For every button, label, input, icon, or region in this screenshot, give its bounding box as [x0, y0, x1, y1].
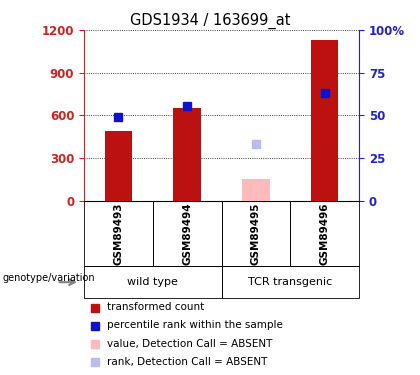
Text: transformed count: transformed count [107, 303, 205, 312]
Text: genotype/variation: genotype/variation [2, 273, 95, 284]
Text: GSM89495: GSM89495 [251, 202, 261, 265]
Text: percentile rank within the sample: percentile rank within the sample [107, 321, 283, 330]
Text: GSM89493: GSM89493 [113, 202, 123, 265]
Bar [311, 40, 339, 201]
Text: GSM89496: GSM89496 [320, 202, 330, 265]
Text: TCR transgenic: TCR transgenic [248, 277, 333, 287]
Text: GDS1934 / 163699_at: GDS1934 / 163699_at [130, 13, 290, 29]
Text: rank, Detection Call = ABSENT: rank, Detection Call = ABSENT [107, 357, 268, 366]
Text: wild type: wild type [127, 277, 178, 287]
Text: GSM89494: GSM89494 [182, 202, 192, 265]
Text: value, Detection Call = ABSENT: value, Detection Call = ABSENT [107, 339, 273, 348]
Bar [105, 131, 132, 201]
Bar [173, 108, 201, 201]
Bar [242, 179, 270, 201]
